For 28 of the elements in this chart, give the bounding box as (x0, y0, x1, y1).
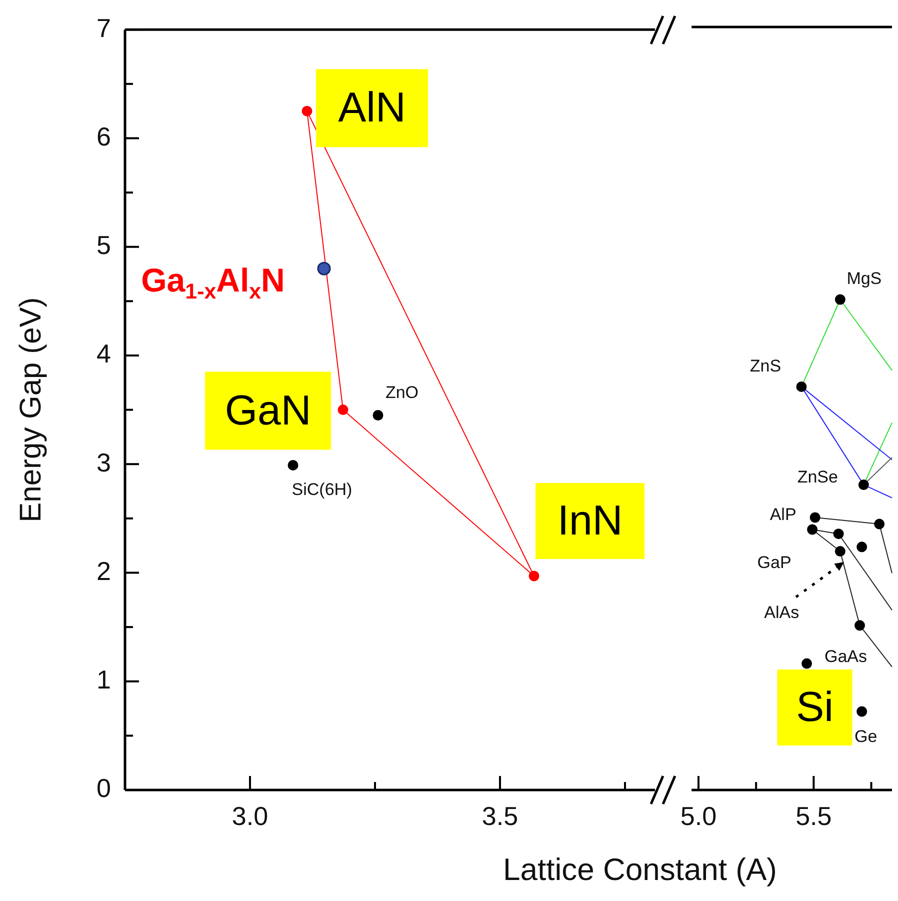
y-tick-label: 1 (96, 664, 111, 695)
annotation: InN (557, 496, 623, 544)
y-tick-label: 0 (96, 773, 111, 804)
y-tick-label: 5 (96, 230, 111, 260)
annotation: GaP (757, 553, 792, 572)
y-tick-label: 3 (96, 447, 111, 478)
x-tick-label: 3.0 (232, 800, 268, 831)
annotation: MgS (846, 269, 882, 288)
y-tick-label: 4 (96, 338, 111, 369)
x-axis-title: Lattice Constant (A) (502, 852, 778, 888)
annotation: Ge (854, 727, 878, 746)
annotation: SiC(6H) (292, 480, 352, 499)
annotation: AlP (770, 505, 796, 524)
annotation: GaAs (824, 647, 868, 666)
y-tick-label: 6 (96, 121, 111, 152)
y-tick-label: 2 (96, 556, 111, 586)
annotation: ZnSe (797, 467, 838, 486)
annotation: AlN (338, 84, 406, 131)
x-tick-label: 5.5 (796, 800, 832, 831)
y-axis-title: Energy Gap (eV) (14, 297, 48, 522)
y-tick-label: 7 (96, 12, 111, 43)
annotation: ZnS (750, 356, 782, 376)
annotation: GaN (224, 386, 312, 434)
annotation: Si (796, 683, 834, 730)
x-tick-label: 3.5 (482, 800, 518, 831)
x-tick-label: 5.0 (680, 800, 717, 831)
annotation: ZnO (385, 382, 419, 402)
annotation: AlAs (764, 602, 800, 622)
